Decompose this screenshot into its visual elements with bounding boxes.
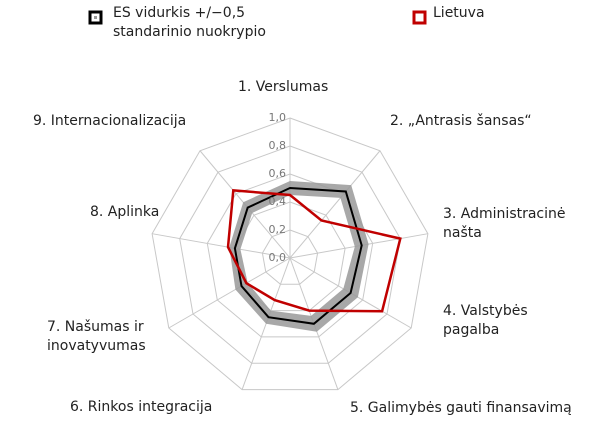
r-tick-label: 0,8 [269, 139, 287, 152]
r-tick-label: 0,4 [269, 195, 287, 208]
r-tick-label: 0,2 [269, 223, 287, 236]
category-label: 6. Rinkos integracija [70, 399, 213, 415]
category-label: 1. Verslumas [238, 79, 329, 95]
axis-spoke [152, 233, 291, 259]
axis-spoke [241, 257, 291, 390]
legend-label: Lietuva [433, 5, 485, 21]
r-tick-label: 0,6 [269, 167, 287, 180]
r-tick-label: 0,0 [269, 251, 287, 264]
category-label: 3. Administracinė našta [443, 206, 566, 241]
category-label: 9. Internacionalizacija [33, 113, 187, 129]
legend-label: ES vidurkis +/−0,5 standarinio nuokrypio [113, 5, 266, 40]
category-label: 4. Valstybės pagalba [443, 303, 528, 338]
series-line [233, 186, 363, 325]
grid-ring [179, 145, 401, 364]
category-label: 5. Galimybės gauti finansavimą [350, 400, 572, 416]
r-tick-label: 1,0 [269, 111, 287, 124]
series-line [226, 189, 402, 313]
category-label: 8. Aplinka [90, 204, 160, 220]
legend-swatch [412, 10, 427, 25]
grid-ring [261, 229, 319, 285]
legend-swatch-band [94, 16, 97, 19]
grid-ring [151, 117, 429, 391]
category-label: 2. „Antrasis šansas“ [390, 113, 532, 129]
axis-spoke [289, 150, 381, 259]
category-label: 7. Našumas ir inovatyvumas [47, 319, 146, 354]
axis-spoke [168, 257, 291, 329]
